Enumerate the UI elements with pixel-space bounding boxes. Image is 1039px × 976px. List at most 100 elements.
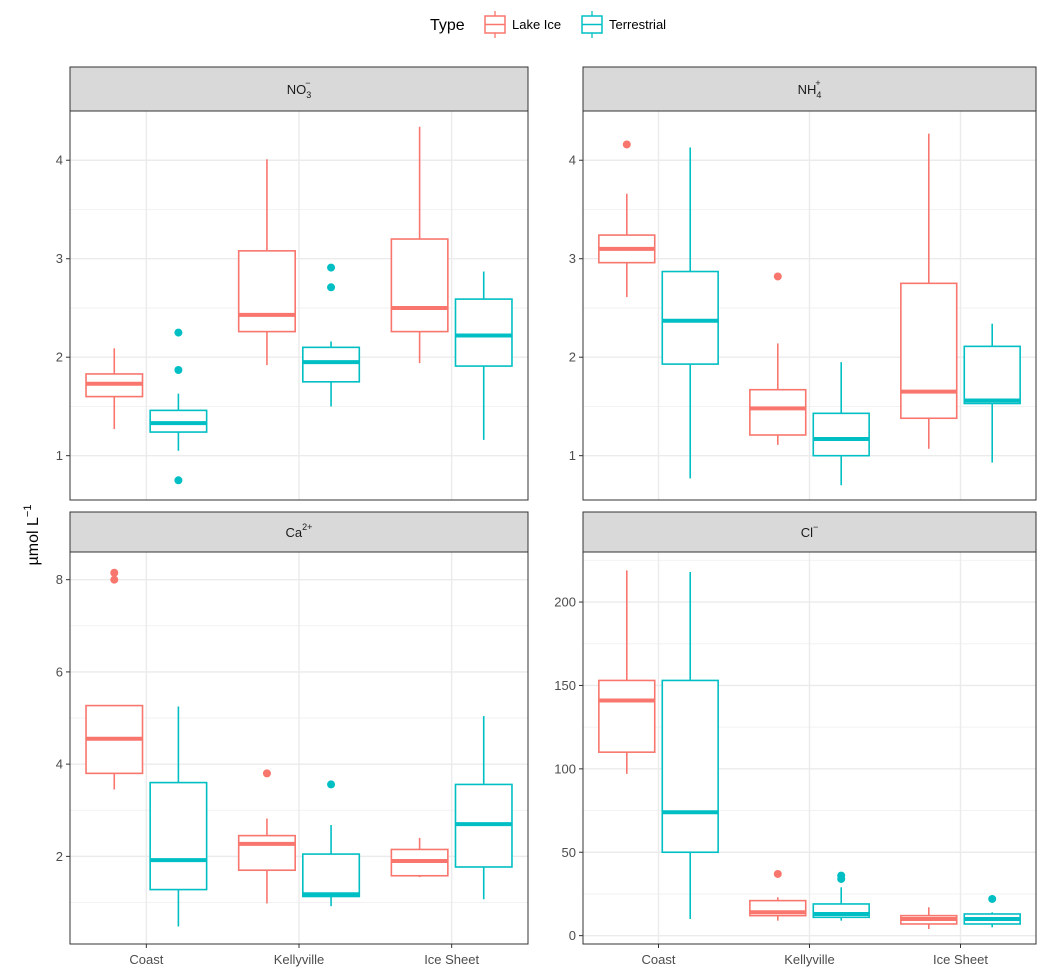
y-tick-label: 3 (569, 251, 576, 266)
box-outlier (773, 869, 782, 878)
legend-item: Lake Ice (484, 11, 561, 38)
box-outlier (988, 894, 997, 903)
box (302, 780, 361, 907)
y-tick-label: 0 (569, 928, 576, 943)
panel-title-base: NO (287, 82, 307, 97)
panel-border (582, 110, 1037, 501)
legend-item: Terrestrial (581, 11, 666, 38)
panel-title-base: Cl (801, 525, 813, 540)
panel-title: NO3 − (287, 78, 312, 100)
box (749, 869, 807, 921)
box-outlier (110, 575, 119, 584)
panel-title: Cl− (801, 522, 819, 540)
panel-strip (69, 66, 529, 112)
box-outlier (174, 328, 183, 337)
panel-strip (582, 66, 1037, 112)
panel-strip (69, 511, 529, 553)
box-body (749, 388, 807, 436)
box-body (598, 679, 656, 753)
box-body (454, 298, 513, 367)
panel-title-superscript: 2+ (302, 522, 312, 532)
panel-boxes (598, 133, 1021, 486)
legend-label: Lake Ice (512, 17, 561, 32)
box (302, 263, 361, 407)
y-tick-label: 2 (56, 350, 63, 365)
y-tick-label: 8 (56, 572, 63, 587)
y-axis-title: µmol L−1 (22, 505, 42, 566)
box-body (302, 346, 361, 383)
box (149, 706, 208, 927)
box (454, 271, 513, 440)
box (812, 871, 870, 921)
box (85, 348, 144, 430)
box (390, 126, 449, 364)
y-tick-label: 4 (56, 153, 63, 168)
y-axis-title-exponent: −1 (22, 505, 34, 518)
box-outlier (327, 283, 336, 292)
panel: Ca2+ 2 4 6 8 Coast Kellyville Ice Sheet (56, 511, 529, 967)
legend: Type Lake Ice Terrestrial (430, 11, 666, 38)
panel-grid (70, 111, 528, 500)
y-tick-label: 50 (562, 845, 576, 860)
x-tick-label: Coast (129, 952, 163, 967)
y-tick-label: 2 (56, 849, 63, 864)
x-tick-label: Ice Sheet (933, 952, 988, 967)
box-body (900, 282, 958, 420)
box (963, 894, 1021, 928)
box-body (963, 345, 1021, 405)
panel-boxes (85, 126, 513, 485)
box-outlier (110, 568, 119, 577)
box (149, 328, 208, 485)
box-outlier (837, 874, 846, 883)
y-tick-label: 4 (56, 757, 63, 772)
box-body (237, 250, 296, 333)
panel-boxes (598, 570, 1021, 929)
panel-title-subscript: 4 (816, 90, 821, 100)
box-outlier (327, 780, 336, 789)
panel-strip (582, 511, 1037, 553)
box (85, 568, 144, 790)
panel-boxes (85, 568, 513, 927)
box-body (149, 781, 208, 891)
box-body (661, 679, 719, 854)
box (237, 769, 296, 904)
legend-title: Type (430, 17, 465, 34)
box (598, 140, 656, 298)
y-tick-label: 200 (554, 595, 576, 610)
panel-grid (583, 552, 1036, 944)
box (963, 323, 1021, 463)
x-tick-label: Ice Sheet (424, 952, 479, 967)
y-tick-label: 6 (56, 664, 63, 679)
box (390, 837, 449, 878)
box-outlier (174, 476, 183, 485)
y-tick-label: 2 (569, 350, 576, 365)
box (454, 716, 513, 900)
panel-title-superscript: − (813, 522, 818, 532)
box-outlier (773, 272, 782, 281)
y-tick-label: 4 (569, 153, 576, 168)
box-body (661, 270, 719, 365)
panel-title: NH4 + (798, 78, 822, 100)
y-tick-label: 150 (554, 678, 576, 693)
box (598, 570, 656, 774)
panel: Cl− 0 50 100 150 200 Coast Kellyville Ice Sheet (554, 511, 1037, 967)
box (237, 159, 296, 366)
y-tick-label: 1 (56, 448, 63, 463)
box (900, 133, 958, 449)
panel-border (69, 110, 529, 501)
box-outlier (262, 769, 271, 778)
box-body (237, 834, 296, 872)
box-outlier (174, 366, 183, 375)
box-body (812, 412, 870, 457)
box (661, 572, 719, 919)
box (749, 272, 807, 445)
x-tick-label: Kellyville (784, 952, 835, 967)
panel-grid (70, 552, 528, 944)
box (661, 147, 719, 479)
y-tick-label: 1 (569, 448, 576, 463)
y-tick-label: 100 (554, 761, 576, 776)
panel-grid (583, 111, 1036, 500)
panel-title: Ca2+ (286, 522, 313, 540)
